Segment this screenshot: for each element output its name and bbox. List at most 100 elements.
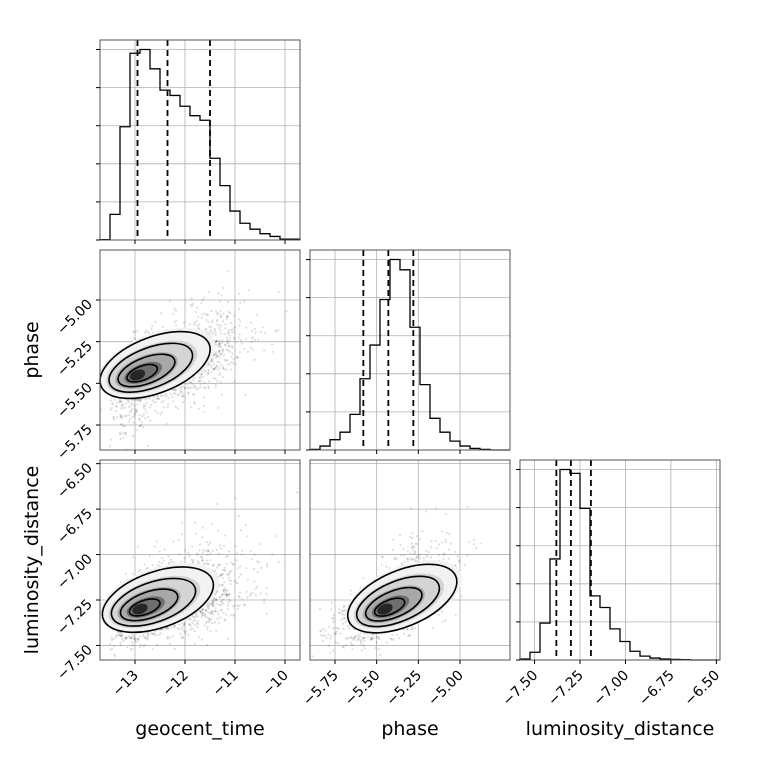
sample-point xyxy=(223,545,225,547)
sample-point xyxy=(133,421,135,423)
sample-point xyxy=(457,555,459,557)
sample-point xyxy=(202,608,204,610)
sample-point xyxy=(132,403,134,405)
histogram-phase xyxy=(310,260,510,450)
sample-point xyxy=(212,602,214,604)
sample-point xyxy=(219,372,221,374)
sample-point xyxy=(363,645,365,647)
sample-point xyxy=(113,645,115,647)
sample-point xyxy=(249,595,251,597)
sample-point xyxy=(111,639,113,641)
sample-point xyxy=(238,336,240,338)
sample-point xyxy=(257,571,259,573)
sample-point xyxy=(328,626,330,628)
sample-point xyxy=(246,535,248,537)
y-tick-label: −6.50 xyxy=(54,460,96,502)
sample-point xyxy=(195,311,197,313)
sample-point xyxy=(254,328,256,330)
sample-point xyxy=(160,632,162,634)
sample-point xyxy=(216,380,218,382)
sample-point xyxy=(402,548,404,550)
sample-point xyxy=(159,551,161,553)
sample-point xyxy=(239,592,241,594)
sample-point xyxy=(223,354,225,356)
sample-point xyxy=(197,316,199,318)
sample-point xyxy=(263,602,265,604)
sample-point xyxy=(221,594,223,596)
sample-point xyxy=(181,395,183,397)
sample-point xyxy=(236,559,238,561)
sample-point xyxy=(111,402,113,404)
sample-point xyxy=(254,554,256,556)
sample-point xyxy=(448,533,450,535)
sample-point xyxy=(207,321,209,323)
y-tick-label: −7.25 xyxy=(54,597,96,639)
sample-point xyxy=(257,339,259,341)
sample-point xyxy=(237,567,239,569)
sample-point xyxy=(161,557,163,559)
sample-point xyxy=(219,584,221,586)
sample-point xyxy=(240,339,242,341)
sample-point xyxy=(211,310,213,312)
sample-point xyxy=(209,552,211,554)
sample-point xyxy=(152,399,154,401)
sample-point xyxy=(222,603,224,605)
y-tick-label: −7.50 xyxy=(54,642,96,684)
sample-point xyxy=(167,628,169,630)
sample-point xyxy=(198,549,200,551)
sample-point xyxy=(238,308,240,310)
sample-point xyxy=(430,546,432,548)
sample-point xyxy=(224,534,226,536)
sample-point xyxy=(137,545,139,547)
sample-point xyxy=(220,325,222,327)
sample-point xyxy=(209,559,211,561)
sample-point xyxy=(216,319,218,321)
sample-point xyxy=(215,630,217,632)
sample-point xyxy=(143,404,145,406)
sample-point xyxy=(244,348,246,350)
sample-point xyxy=(214,330,216,332)
sample-point xyxy=(222,590,224,592)
sample-point xyxy=(455,614,457,616)
sample-point xyxy=(167,555,169,557)
sample-point xyxy=(259,592,261,594)
sample-point xyxy=(134,405,136,407)
sample-point xyxy=(174,648,176,650)
sample-point xyxy=(205,562,207,564)
sample-point xyxy=(271,554,273,556)
sample-point xyxy=(219,374,221,376)
sample-point xyxy=(207,554,209,556)
sample-point xyxy=(222,366,224,368)
sample-point xyxy=(216,549,218,551)
sample-point xyxy=(227,301,229,303)
sample-point xyxy=(262,326,264,328)
sample-point xyxy=(208,608,210,610)
sample-point xyxy=(169,300,171,302)
sample-point xyxy=(175,389,177,391)
sample-point xyxy=(448,558,450,560)
sample-point xyxy=(145,330,147,332)
sample-point xyxy=(202,299,204,301)
sample-point xyxy=(224,567,226,569)
sample-point xyxy=(239,302,241,304)
x-tick-label: −12 xyxy=(160,668,192,700)
sample-point xyxy=(407,558,409,560)
sample-point xyxy=(258,561,260,563)
sample-point xyxy=(233,358,235,360)
sample-point xyxy=(148,332,150,334)
sample-point xyxy=(193,630,195,632)
sample-point xyxy=(227,574,229,576)
sample-point xyxy=(139,635,141,637)
sample-point xyxy=(239,320,241,322)
sample-point xyxy=(167,403,169,405)
sample-point xyxy=(220,332,222,334)
sample-point xyxy=(220,604,222,606)
sample-point xyxy=(221,295,223,297)
sample-point xyxy=(177,627,179,629)
sample-point xyxy=(203,411,205,413)
sample-point xyxy=(349,593,351,595)
sample-point xyxy=(154,410,156,412)
sample-point xyxy=(163,560,165,562)
sample-point xyxy=(238,576,240,578)
sample-point xyxy=(150,328,152,330)
